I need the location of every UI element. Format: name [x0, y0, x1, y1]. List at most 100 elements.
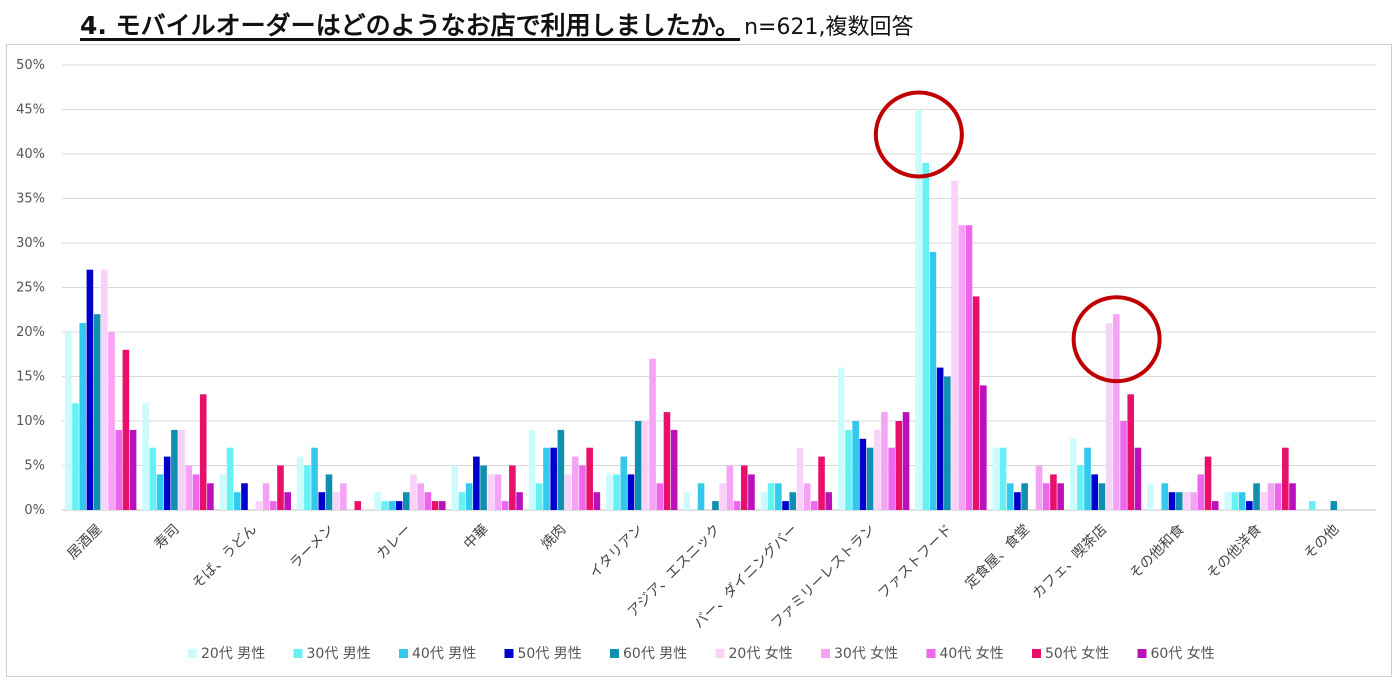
- bar: [262, 483, 270, 510]
- legend-swatch: [188, 649, 197, 658]
- x-tick-label: ラーメン: [287, 522, 338, 573]
- bar: [226, 447, 234, 510]
- bar: [593, 492, 601, 510]
- bar: [634, 421, 642, 510]
- legend-swatch: [504, 649, 514, 658]
- bar: [185, 465, 193, 510]
- bar: [410, 474, 417, 510]
- bar: [613, 474, 620, 510]
- bar: [1021, 483, 1028, 510]
- bar: [431, 501, 439, 510]
- y-tick-label: 30%: [16, 236, 45, 251]
- bar: [241, 483, 248, 510]
- y-tick-label: 50%: [16, 58, 45, 73]
- bar: [178, 429, 185, 510]
- legend-swatch: [399, 649, 408, 658]
- bar: [129, 429, 137, 510]
- bar: [199, 394, 207, 510]
- bar: [473, 456, 480, 510]
- bar: [726, 465, 734, 510]
- y-tick-label: 40%: [16, 147, 45, 162]
- bar: [233, 492, 241, 510]
- x-tick-label: 中華: [461, 522, 492, 553]
- bar: [881, 412, 888, 510]
- y-tick-label: 5%: [24, 459, 45, 474]
- bar: [325, 474, 333, 510]
- bar: [1035, 465, 1043, 510]
- bar: [1134, 447, 1142, 510]
- bar: [586, 447, 593, 510]
- bar: [395, 501, 403, 510]
- legend-label: 50代 女性: [1045, 645, 1109, 662]
- bar: [895, 421, 903, 510]
- bar: [86, 269, 94, 510]
- x-tick-label: イタリアン: [587, 522, 647, 582]
- legend-swatch: [293, 649, 303, 658]
- bar: [311, 447, 318, 510]
- bar: [873, 429, 881, 510]
- y-tick-label: 10%: [16, 414, 45, 429]
- bar: [1168, 492, 1176, 510]
- bars: [65, 109, 1338, 510]
- bar: [845, 429, 852, 510]
- x-tick-label: カフェ、喫茶店: [1030, 522, 1111, 603]
- bar: [564, 474, 572, 510]
- bar: [79, 323, 86, 510]
- bar: [1014, 492, 1021, 510]
- bar: [171, 429, 178, 510]
- legend-swatch: [821, 649, 830, 658]
- bar: [550, 447, 557, 510]
- bar: [438, 501, 446, 510]
- bar: [1246, 501, 1253, 510]
- legend-swatch: [1032, 649, 1041, 658]
- bar: [192, 474, 200, 510]
- legend-label: 30代 男性: [307, 646, 371, 662]
- bar: [1274, 483, 1282, 510]
- x-tick-label: 居酒屋: [64, 522, 105, 563]
- bar: [606, 474, 613, 510]
- bar: [340, 483, 347, 510]
- bar: [922, 162, 930, 510]
- bar: [627, 474, 635, 510]
- bar: [656, 483, 664, 510]
- bar: [1224, 492, 1232, 510]
- bar: [719, 483, 726, 510]
- bar: [269, 501, 277, 510]
- bar: [951, 180, 958, 510]
- bar: [902, 412, 910, 510]
- bar: [115, 429, 122, 510]
- x-tick-label: その他: [1301, 522, 1342, 563]
- bar: [1330, 501, 1338, 510]
- bar: [1057, 483, 1064, 510]
- bar: [866, 447, 874, 510]
- y-axis: 0% 5% 10% 15% 20% 25% 30% 35% 40% 45% 50%: [16, 58, 45, 518]
- x-tick-label: 寿司: [151, 521, 183, 553]
- bar: [543, 447, 550, 510]
- legend-swatch: [715, 649, 725, 658]
- bar: [796, 447, 804, 510]
- bar: [487, 474, 495, 510]
- bar: [1267, 483, 1275, 510]
- legend: 20代 男性 30代 男性 40代 男性 50代 男性 60代 男性 20代 女性 30代 …: [188, 645, 1215, 662]
- bar: [579, 465, 586, 510]
- bar: [402, 492, 410, 510]
- bar: [965, 225, 973, 510]
- bar: [424, 492, 432, 510]
- bar: [670, 429, 678, 510]
- bar: [1260, 492, 1268, 510]
- highlight-circle: [873, 90, 964, 179]
- bar: [1211, 501, 1219, 510]
- bar: [1161, 483, 1169, 510]
- bar: [992, 447, 1000, 510]
- legend-swatch: [1137, 649, 1147, 658]
- bar: [944, 376, 951, 510]
- x-tick-label: その他和食: [1126, 521, 1188, 583]
- bar: [1091, 474, 1099, 510]
- bar: [65, 332, 72, 510]
- bar: [1105, 323, 1113, 510]
- bar: [683, 492, 690, 510]
- bar: [277, 465, 284, 510]
- bar: [354, 501, 362, 510]
- bar: [142, 403, 149, 510]
- bar: [509, 465, 516, 510]
